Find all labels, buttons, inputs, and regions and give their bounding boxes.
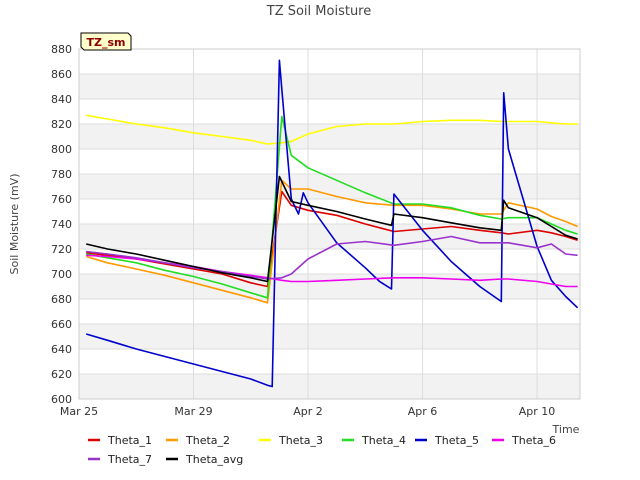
x-tick-label: Mar 29	[174, 405, 212, 418]
x-tick-label: Apr 6	[408, 405, 438, 418]
legend-item: Theta_2	[166, 434, 230, 447]
site-tag-label: TZ_sm	[87, 36, 126, 49]
series-line-theta-1	[86, 190, 578, 288]
y-tick-label: 620	[51, 368, 72, 381]
y-tick-label: 860	[51, 68, 72, 81]
x-tick-label: Apr 2	[293, 405, 323, 418]
x-axis-ticks: Mar 25 Mar 29 Apr 2 Apr 6 Apr 10	[60, 405, 555, 418]
y-tick-label: 820	[51, 118, 72, 131]
plot-band	[79, 224, 580, 249]
plot-background-bands	[79, 74, 580, 399]
y-tick-label: 600	[51, 393, 72, 406]
series-line-theta-avg	[86, 175, 578, 283]
legend-item: Theta_7	[88, 453, 152, 466]
y-tick-label: 780	[51, 168, 72, 181]
x-tick-label: Mar 25	[60, 405, 98, 418]
plot-band	[79, 274, 580, 299]
series-line-theta-5	[85, 59, 579, 388]
legend: Theta_1 Theta_2 Theta_3 Theta_4 Theta_5 Theta…	[88, 434, 556, 466]
legend-label: Theta_5	[434, 434, 479, 447]
y-tick-label: 760	[51, 193, 72, 206]
series-line-theta-3	[86, 114, 578, 145]
series-line-theta-2	[85, 179, 578, 304]
site-tag-box: TZ_sm	[80, 32, 132, 51]
x-tick-label: Apr 10	[519, 405, 556, 418]
plot-band	[79, 324, 580, 349]
legend-label: Theta_3	[278, 434, 323, 447]
legend-item: Theta_avg	[166, 453, 243, 466]
legend-item: Theta_5	[415, 434, 479, 447]
y-tick-label: 800	[51, 143, 72, 156]
x-axis-label: Time	[552, 423, 580, 436]
y-tick-label: 880	[51, 43, 72, 56]
series-lines	[85, 59, 579, 388]
legend-label: Theta_4	[361, 434, 406, 447]
y-tick-label: 680	[51, 293, 72, 306]
y-tick-label: 640	[51, 343, 72, 356]
y-tick-label: 660	[51, 318, 72, 331]
legend-label: Theta_2	[185, 434, 230, 447]
legend-item: Theta_1	[88, 434, 152, 447]
plot-band	[79, 74, 580, 99]
plot-frame	[78, 48, 581, 400]
y-axis-label: Soil Moisture (mV)	[8, 174, 21, 275]
y-tick-label: 720	[51, 243, 72, 256]
y-tick-label: 700	[51, 268, 72, 281]
legend-label: Theta_avg	[185, 453, 243, 466]
plot-band	[79, 374, 580, 399]
y-tick-label: 840	[51, 93, 72, 106]
legend-label: Theta_1	[107, 434, 152, 447]
legend-item: Theta_3	[259, 434, 323, 447]
y-axis-ticks: 600 620 640 660 680 700 720 740 760 780 800 820 840 8…	[51, 43, 72, 406]
series-line-theta-6	[86, 254, 578, 288]
series-line-theta-4	[86, 115, 578, 299]
series-line-theta-7	[86, 235, 578, 280]
legend-item: Theta_4	[342, 434, 406, 447]
y-tick-label: 740	[51, 218, 72, 231]
legend-item: Theta_6	[492, 434, 556, 447]
legend-label: Theta_6	[511, 434, 556, 447]
chart-title: TZ Soil Moisture	[266, 4, 372, 19]
legend-label: Theta_7	[107, 453, 152, 466]
